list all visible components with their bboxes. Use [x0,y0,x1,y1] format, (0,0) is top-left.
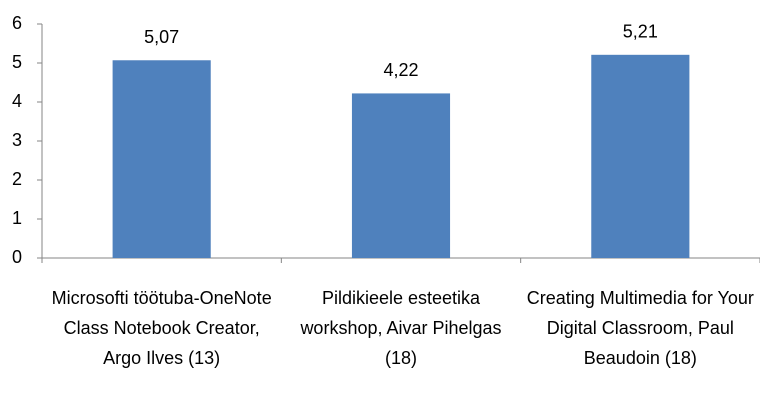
y-tick-label: 1 [12,208,22,228]
bar [112,60,211,258]
x-tick-label: Microsofti töötuba-OneNote Class Noteboo… [51,288,272,368]
y-tick-label: 2 [12,169,22,189]
data-label: 4,22 [383,60,418,80]
y-tick-label: 5 [12,52,22,72]
y-tick-label: 3 [12,130,22,150]
data-label: 5,07 [144,27,179,47]
x-tick-label: Pildikieele esteetika workshop, Aivar Pi… [300,288,502,368]
bar [591,54,690,259]
y-tick-label: 4 [12,91,22,111]
y-tick-label: 6 [12,13,22,33]
x-tick-label: Creating Multimedia for Your Digital Cla… [526,288,754,368]
bar [351,93,451,258]
y-tick-label: 0 [12,247,22,267]
data-label: 5,21 [623,22,658,42]
